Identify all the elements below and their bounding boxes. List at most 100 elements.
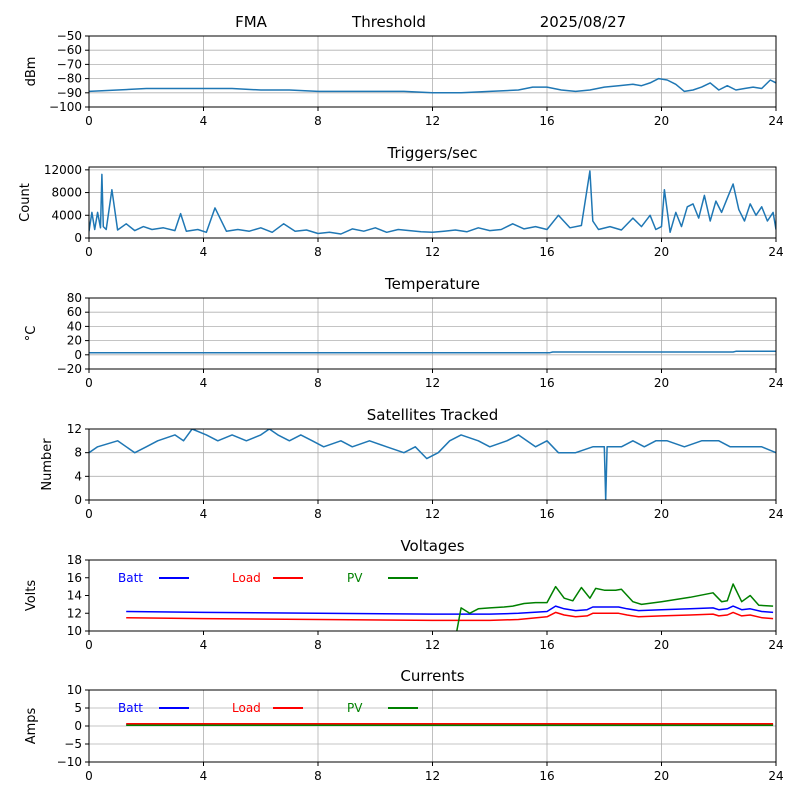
y-tick-label: 0 (74, 493, 82, 507)
y-tick-label: 14 (67, 589, 82, 603)
y-tick-label: 40 (67, 319, 82, 333)
x-tick-label: 12 (425, 376, 440, 390)
legend-label-load: Load (232, 701, 261, 715)
y-tick-label: 5 (74, 701, 82, 715)
x-tick-label: 8 (314, 507, 322, 521)
legend-label-pv: PV (347, 571, 363, 585)
x-tick-label: 4 (200, 245, 208, 259)
x-tick-label: 0 (85, 507, 93, 521)
x-tick-label: 12 (425, 245, 440, 259)
x-tick-label: 24 (768, 638, 783, 652)
x-tick-label: 20 (654, 245, 669, 259)
y-tick-label: 4000 (51, 208, 82, 222)
y-tick-label: −20 (57, 362, 82, 376)
x-tick-label: 20 (654, 376, 669, 390)
y-tick-label: −80 (57, 72, 82, 86)
x-tick-label: 12 (425, 114, 440, 128)
x-tick-label: 0 (85, 769, 93, 783)
panel-title: Temperature (384, 275, 480, 293)
x-tick-label: 8 (314, 376, 322, 390)
y-tick-label: −5 (64, 737, 82, 751)
panel-threshold: 0 4 8 12 16 20 24 −100−90−80−70−60−50 dBm (24, 29, 784, 128)
series-line-triggers (89, 170, 776, 235)
y-tick-label: −100 (49, 100, 82, 114)
x-tick-label: 0 (85, 114, 93, 128)
header-mode: Threshold (351, 13, 426, 31)
x-tick-label: 4 (200, 507, 208, 521)
y-tick-label: 20 (67, 334, 82, 348)
y-tick-label: 12000 (44, 163, 82, 177)
panel-title: Voltages (400, 537, 464, 555)
series-line-pv (456, 583, 774, 631)
y-axis-label: Amps (24, 707, 39, 744)
y-tick-label: 8 (74, 446, 82, 460)
legend-label-batt: Batt (118, 701, 143, 715)
y-tick-label: 12 (67, 606, 82, 620)
y-tick-label: 8000 (51, 186, 82, 200)
y-tick-label: 4 (74, 469, 82, 483)
x-tick-label: 16 (539, 638, 554, 652)
x-tick-label: 0 (85, 245, 93, 259)
x-tick-label: 16 (539, 376, 554, 390)
panel-title: Satellites Tracked (367, 406, 498, 424)
header-date: 2025/08/27 (540, 13, 626, 31)
legend-label-pv: PV (347, 701, 363, 715)
x-tick-label: 24 (768, 245, 783, 259)
series-line-temperature (89, 350, 776, 354)
x-tick-label: 8 (314, 638, 322, 652)
y-tick-label: −90 (57, 86, 82, 100)
y-tick-label: 10 (67, 683, 82, 697)
x-tick-label: 24 (768, 507, 783, 521)
x-tick-label: 4 (200, 376, 208, 390)
series-line-load (126, 611, 774, 622)
x-tick-label: 16 (539, 245, 554, 259)
y-tick-label: −70 (57, 57, 82, 71)
x-tick-label: 12 (425, 507, 440, 521)
x-tick-label: 20 (654, 507, 669, 521)
y-axis-label: Number (40, 438, 55, 491)
legend-label-batt: Batt (118, 571, 143, 585)
x-tick-label: 16 (539, 114, 554, 128)
y-tick-label: 60 (67, 305, 82, 319)
y-tick-label: 0 (74, 348, 82, 362)
x-tick-label: 4 (200, 769, 208, 783)
x-tick-label: 4 (200, 114, 208, 128)
panel-satellites: 0 4 8 12 16 20 24 0 4 8 12 Satellites Tracked Number (40, 406, 784, 521)
x-tick-label: 16 (539, 507, 554, 521)
y-axis-label: Count (18, 183, 33, 222)
panel-title: Currents (400, 667, 464, 685)
legend-label-load: Load (232, 571, 261, 585)
y-tick-label: 80 (67, 291, 82, 305)
y-tick-label: −10 (57, 755, 82, 769)
x-tick-label: 20 (654, 769, 669, 783)
y-tick-label: 10 (67, 624, 82, 638)
panel-triggers: 0 4 8 12 16 20 24 0 4000 8000 12000 Triggers/sec Cou… (18, 144, 784, 259)
y-tick-label: 16 (67, 571, 82, 585)
y-axis-label: dBm (24, 57, 39, 87)
x-tick-label: 24 (768, 376, 783, 390)
panel-voltages: Batt Load PV 0 4 8 12 16 20 24 10 12 14 16 18 Voltages V… (24, 537, 784, 652)
x-tick-label: 24 (768, 114, 783, 128)
x-tick-label: 8 (314, 769, 322, 783)
y-axis-label: Volts (24, 580, 39, 612)
y-axis-label: °C (24, 326, 39, 342)
x-tick-label: 24 (768, 769, 783, 783)
x-tick-label: 12 (425, 638, 440, 652)
x-tick-label: 16 (539, 769, 554, 783)
y-tick-label: 18 (67, 553, 82, 567)
x-tick-label: 12 (425, 769, 440, 783)
x-tick-label: 8 (314, 245, 322, 259)
series-line-satellites (89, 429, 776, 500)
x-tick-label: 0 (85, 638, 93, 652)
x-tick-label: 8 (314, 114, 322, 128)
x-tick-label: 20 (654, 114, 669, 128)
x-tick-label: 0 (85, 376, 93, 390)
y-tick-label: 0 (74, 719, 82, 733)
panel-currents: Batt Load PV 0 4 8 12 16 20 24 −10 −5 0 5 10 Currents Am… (24, 667, 784, 783)
y-tick-label: 0 (74, 231, 82, 245)
x-tick-label: 4 (200, 638, 208, 652)
series-line-threshold (89, 77, 776, 94)
x-tick-label: 20 (654, 638, 669, 652)
